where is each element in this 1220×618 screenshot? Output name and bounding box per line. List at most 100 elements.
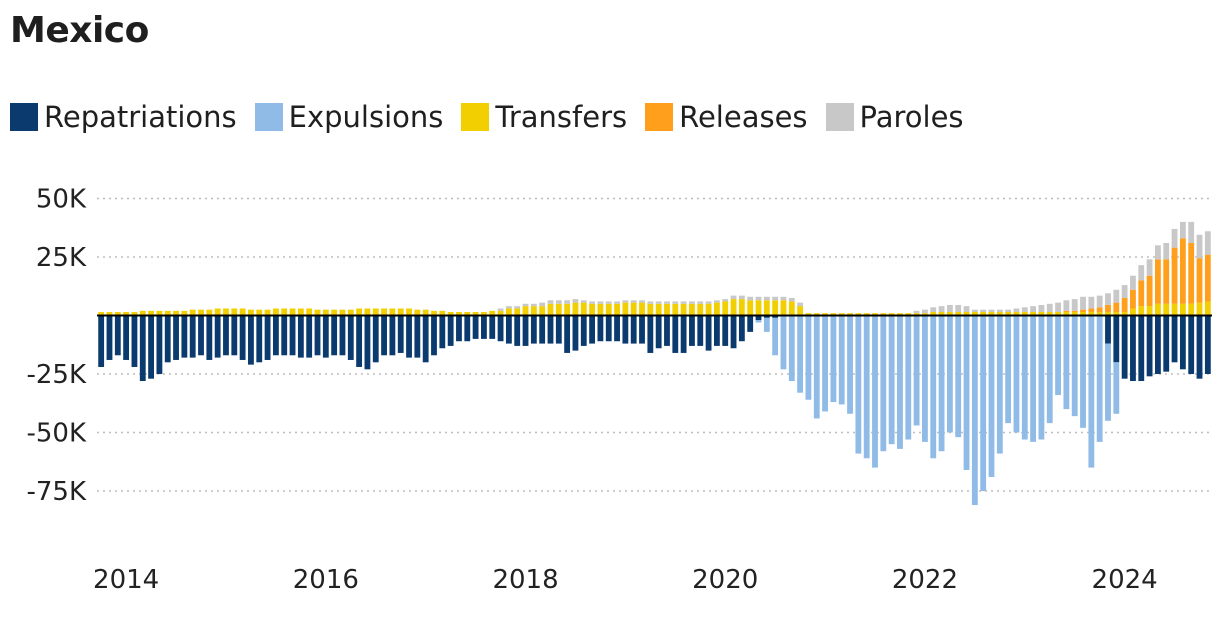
bar-transfers — [797, 306, 804, 316]
bar-repatriations — [647, 315, 654, 353]
legend-item-releases[interactable]: Releases — [645, 100, 808, 134]
legend-label-expulsions: Expulsions — [288, 100, 444, 134]
x-tick-label: 2020 — [692, 565, 758, 595]
x-tick-label: 2018 — [492, 565, 558, 595]
bar-transfers — [472, 311, 479, 316]
bar-transfers — [181, 310, 188, 316]
bar-transfers — [272, 308, 279, 316]
legend-item-transfers[interactable]: Transfers — [461, 100, 627, 134]
bar-transfers — [306, 308, 313, 316]
bar-expulsions — [1055, 315, 1061, 396]
y-tick-label: -50K — [26, 419, 86, 449]
bar-repatriations — [730, 315, 737, 349]
bar-transfers — [539, 306, 546, 316]
bar-expulsions — [1005, 315, 1012, 424]
bar-transfers — [738, 299, 745, 316]
bar-expulsions — [888, 315, 895, 445]
bar-repatriations — [555, 315, 562, 344]
legend-item-paroles[interactable]: Paroles — [825, 100, 964, 134]
bar-paroles — [1163, 242, 1170, 260]
bar-paroles — [963, 306, 970, 312]
bar-paroles — [605, 301, 612, 304]
bar-expulsions — [1021, 315, 1028, 440]
bar-transfers — [1088, 311, 1095, 316]
bar-expulsions — [930, 315, 937, 459]
bar-transfers — [522, 306, 529, 316]
bar-repatriations — [472, 315, 479, 339]
bar-expulsions — [1071, 315, 1078, 417]
bar-transfers — [1146, 306, 1153, 316]
bar-repatriations — [164, 315, 171, 363]
bar-repatriations — [272, 315, 279, 356]
bar-paroles — [1080, 296, 1086, 310]
bar-transfers — [863, 313, 870, 316]
bar-transfers — [1071, 311, 1078, 316]
bar-repatriations — [664, 315, 670, 346]
bar-transfers — [1113, 311, 1120, 316]
bar-paroles — [1030, 306, 1037, 312]
bar-transfers — [1196, 302, 1203, 316]
bar-repatriations — [264, 315, 271, 360]
bar-expulsions — [913, 315, 920, 426]
bar-transfers — [672, 303, 679, 316]
bar-transfers — [123, 311, 130, 316]
bar-transfers — [514, 308, 521, 316]
bar-repatriations — [1105, 315, 1111, 344]
bar-transfers — [364, 308, 371, 316]
bar-transfers — [580, 302, 587, 316]
legend-item-expulsions[interactable]: Expulsions — [254, 100, 444, 134]
bar-transfers — [1130, 308, 1136, 316]
bar-repatriations — [1188, 315, 1195, 374]
bar-transfers — [946, 311, 953, 316]
bar-repatriations — [564, 315, 571, 353]
bar-repatriations — [364, 315, 371, 370]
bar-repatriations — [381, 315, 387, 356]
bar-paroles — [1005, 309, 1012, 312]
bar-paroles — [1013, 308, 1020, 312]
bar-repatriations — [123, 315, 130, 360]
bar-paroles — [955, 304, 962, 312]
bar-expulsions — [938, 315, 945, 452]
bar-transfers — [747, 300, 754, 316]
bar-transfers — [497, 310, 504, 316]
bar-transfers — [1138, 306, 1145, 316]
bar-transfers — [880, 313, 887, 316]
bar-repatriations — [772, 315, 779, 318]
bar-releases — [1171, 247, 1178, 304]
bar-transfers — [630, 302, 637, 316]
bar-paroles — [564, 300, 571, 304]
bar-paroles — [497, 308, 504, 311]
bar-transfers — [331, 309, 338, 316]
bar-repatriations — [1155, 315, 1161, 374]
bar-repatriations — [406, 315, 412, 358]
bar-transfers — [164, 310, 171, 316]
bar-repatriations — [597, 315, 604, 342]
bar-transfers — [722, 301, 729, 316]
bar-repatriations — [331, 315, 338, 356]
bar-repatriations — [1171, 315, 1178, 363]
bar-paroles — [763, 296, 770, 301]
bar-paroles — [922, 309, 928, 314]
bar-repatriations — [231, 315, 238, 356]
bar-paroles — [664, 301, 670, 304]
bar-releases — [1188, 242, 1195, 304]
bar-expulsions — [1030, 315, 1037, 442]
bar-transfers — [1188, 303, 1195, 316]
bar-paroles — [946, 304, 953, 312]
bar-transfers — [1204, 301, 1211, 316]
bar-transfers — [897, 313, 903, 316]
bar-transfers — [830, 313, 837, 316]
bar-paroles — [797, 302, 804, 307]
legend-label-releases: Releases — [679, 100, 808, 134]
chart-title: Mexico — [10, 10, 149, 51]
bar-expulsions — [922, 315, 928, 442]
bar-paroles — [1171, 228, 1178, 248]
bar-transfers — [439, 310, 446, 316]
bar-repatriations — [289, 315, 296, 356]
legend-item-repatriations[interactable]: Repatriations — [10, 100, 237, 134]
bar-transfers — [505, 308, 512, 316]
bar-paroles — [938, 306, 945, 312]
bar-paroles — [1146, 259, 1153, 276]
bar-releases — [1163, 259, 1170, 304]
bar-repatriations — [256, 315, 263, 363]
